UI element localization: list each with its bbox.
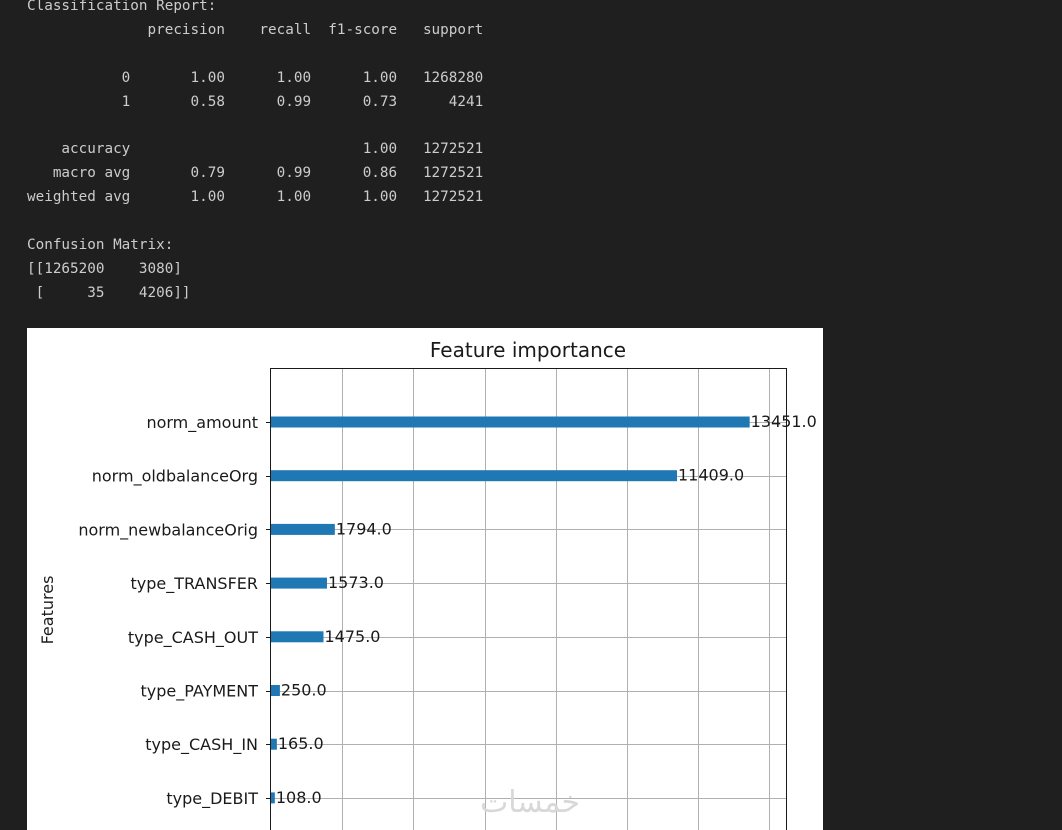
value-label: 1475.0 xyxy=(324,627,380,646)
value-label: 11409.0 xyxy=(678,466,744,485)
console-output: Classification Report: precision recall … xyxy=(27,0,483,306)
bar-norm_amount xyxy=(271,416,750,428)
grid-lines xyxy=(271,369,787,830)
value-label: 165.0 xyxy=(278,734,324,753)
console-line: Confusion Matrix: xyxy=(27,237,174,254)
console-line: [ 35 4206]] xyxy=(27,284,191,301)
category-label: type_CASH_OUT xyxy=(128,628,258,648)
category-label: norm_oldbalanceOrg xyxy=(92,467,258,487)
category-labels: norm_amount norm_oldbalanceOrg norm_newbal… xyxy=(78,413,271,809)
chart-title: Feature importance xyxy=(430,338,626,362)
console-line: [[1265200 3080] xyxy=(27,260,182,277)
bar-type_CASH_OUT xyxy=(271,631,324,643)
bar-norm_oldbalanceOrg xyxy=(271,470,678,482)
category-label: type_CASH_IN xyxy=(145,735,258,755)
y-axis-title: Features xyxy=(38,576,57,645)
console-line: Classification Report: xyxy=(27,0,217,14)
console-line: weighted avg 1.00 1.00 1.00 1272521 xyxy=(27,189,484,206)
bar-type_PAYMENT xyxy=(271,685,280,696)
feature-importance-figure: Feature importance norm_amount norm_oldba… xyxy=(27,328,823,830)
plot-frame xyxy=(270,368,787,830)
console-line: 0 1.00 1.00 1.00 1268280 xyxy=(27,69,484,86)
bar-norm_newbalanceOrig xyxy=(271,523,335,535)
category-label: type_TRANSFER xyxy=(131,574,258,594)
console-line: macro avg 0.79 0.99 0.86 1272521 xyxy=(27,165,484,182)
value-label: 108.0 xyxy=(276,788,322,807)
watermark: خمسات xyxy=(480,785,580,820)
category-label: type_DEBIT xyxy=(166,789,258,809)
value-label: 1573.0 xyxy=(328,573,384,592)
value-labels: 13451.0 11409.0 1794.0 1573.0 1475.0 250.0 165… xyxy=(276,412,817,807)
category-label: norm_newbalanceOrig xyxy=(78,520,258,540)
value-label: 250.0 xyxy=(281,681,327,700)
bar-type_TRANSFER xyxy=(271,577,327,589)
console-line: accuracy 1.00 1272521 xyxy=(27,141,484,158)
console-line: precision recall f1-score support xyxy=(27,21,484,38)
feature-importance-chart: Feature importance norm_amount norm_oldba… xyxy=(38,338,817,830)
category-label: norm_amount xyxy=(146,413,258,433)
category-label: type_PAYMENT xyxy=(141,682,259,702)
bar-type_CASH_IN xyxy=(271,738,277,750)
value-label: 1794.0 xyxy=(336,519,392,538)
console-line: 1 0.58 0.99 0.73 4241 xyxy=(27,93,484,110)
bars xyxy=(271,416,750,804)
bar-type_DEBIT xyxy=(271,792,275,804)
value-label: 13451.0 xyxy=(751,412,817,431)
